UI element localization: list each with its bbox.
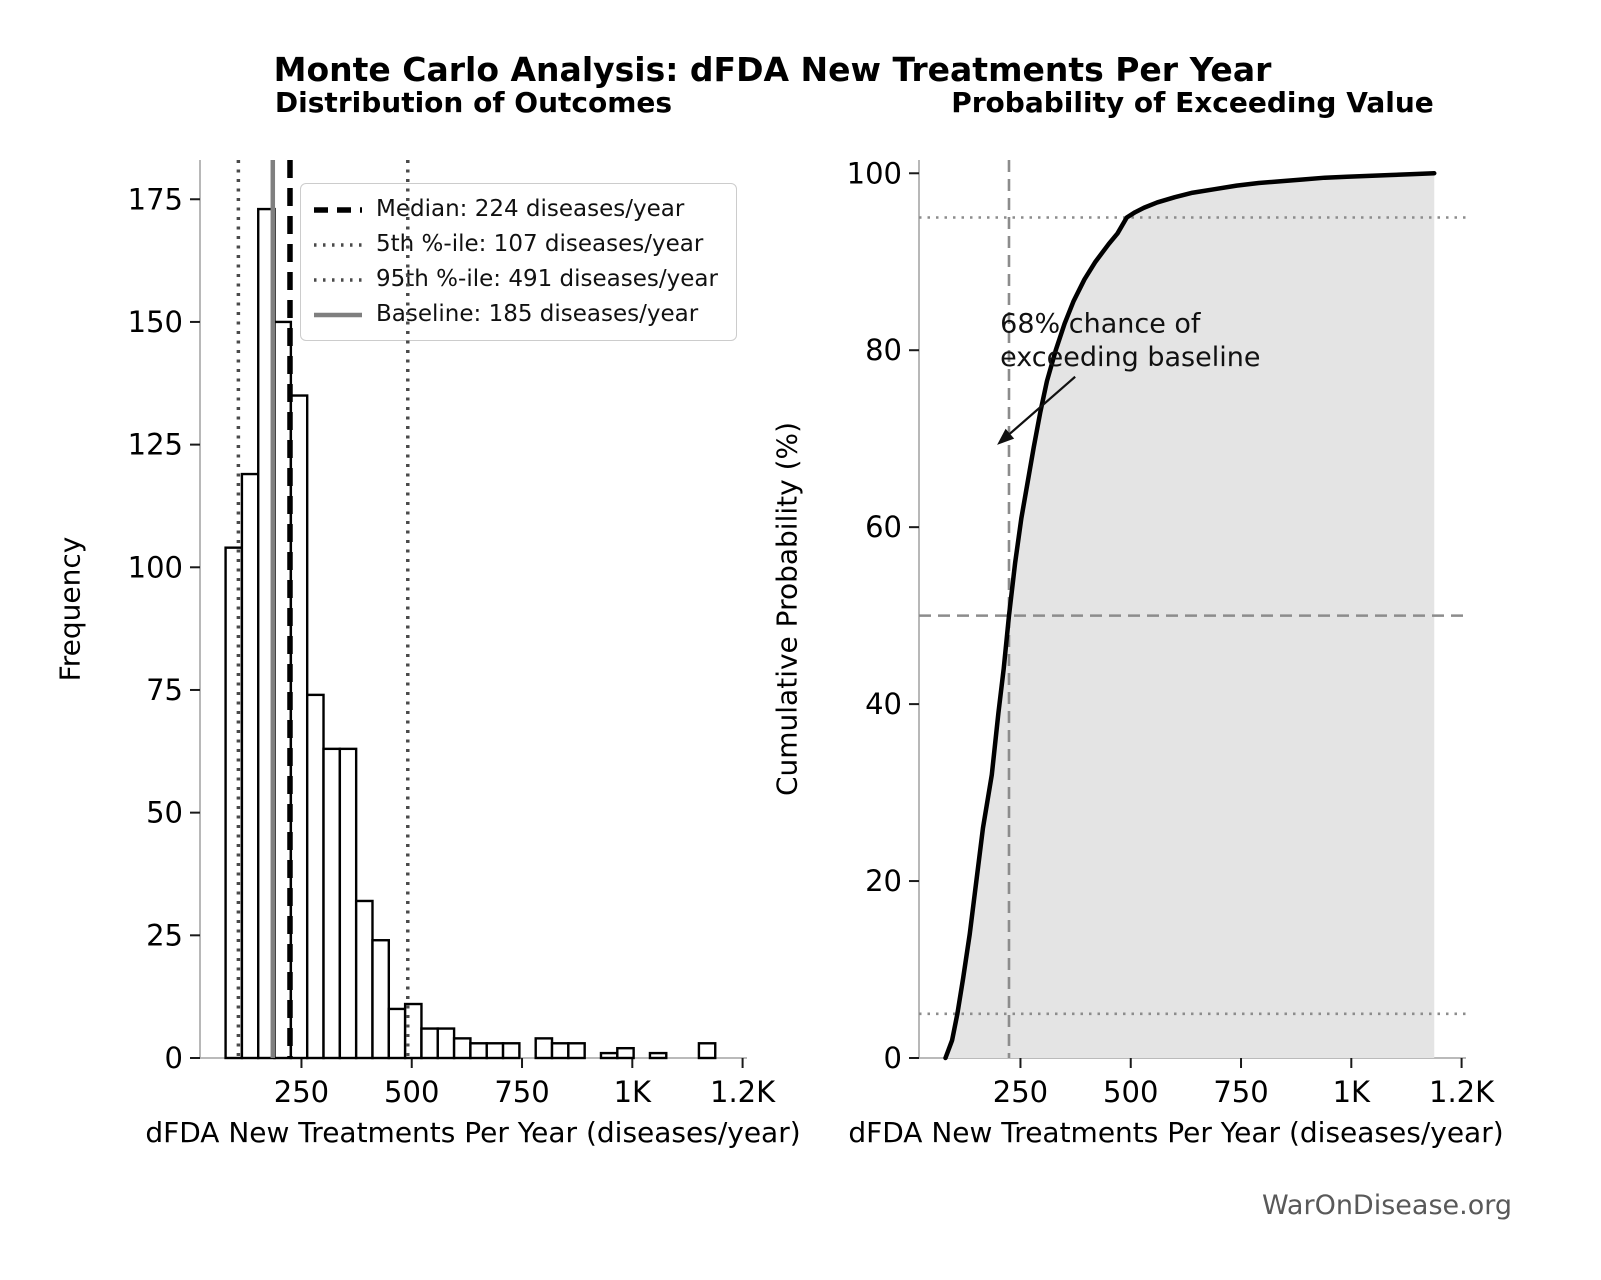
- histogram-bar: [387, 1007, 407, 1060]
- left-chart-title: Distribution of Outcomes: [274, 86, 673, 119]
- histogram-bar: [273, 320, 293, 1060]
- x-tick-label: 500: [384, 1075, 439, 1109]
- annotation-text: exceeding baseline: [1000, 342, 1260, 373]
- x-tick-label: 500: [1103, 1075, 1158, 1109]
- x-tick-label: 750: [1213, 1075, 1268, 1109]
- y-tick-label: 175: [128, 182, 183, 216]
- y-tick-label: 100: [128, 550, 183, 584]
- y-tick-label: 75: [146, 673, 183, 707]
- histogram-bar: [371, 939, 391, 1060]
- y-tick-label: 60: [865, 510, 902, 544]
- histogram-bar: [257, 207, 276, 1060]
- cdf-shaded-area: [945, 173, 1435, 1058]
- legend-label: 95th %-ile: 491 diseases/year: [376, 266, 718, 292]
- annotation-arrow-head: [997, 428, 1015, 445]
- histogram-bar: [501, 1042, 521, 1060]
- figure-title: Monte Carlo Analysis: dFDA New Treatment…: [273, 50, 1272, 89]
- histogram-bar: [289, 394, 309, 1060]
- x-tick-label: 750: [494, 1075, 549, 1109]
- histogram-bar: [436, 1027, 456, 1060]
- histogram-bar: [452, 1037, 472, 1060]
- x-tick-label: 1.2K: [1429, 1075, 1495, 1109]
- y-tick-label: 0: [884, 1041, 902, 1075]
- legend-label: Median: 224 diseases/year: [376, 196, 685, 222]
- histogram-bar: [485, 1042, 505, 1060]
- legend-label: 5th %-ile: 107 diseases/year: [376, 231, 704, 257]
- histogram-bar: [567, 1042, 586, 1060]
- y-tick-label: 0: [165, 1041, 183, 1075]
- y-tick-label: 125: [128, 428, 183, 462]
- y-tick-label: 100: [847, 156, 902, 190]
- legend-swatch-dotted: [314, 277, 362, 282]
- histogram-bar: [224, 546, 244, 1060]
- histogram-bar: [469, 1042, 488, 1060]
- histogram-bar: [240, 472, 260, 1060]
- histogram-bar: [697, 1042, 717, 1060]
- annotation-text: 68% chance of: [1000, 309, 1202, 340]
- x-tick-label: 250: [274, 1075, 329, 1109]
- histogram-bar: [322, 747, 342, 1060]
- cdf-curve: [943, 171, 1437, 1061]
- x-tick-label: 1K: [614, 1075, 652, 1109]
- y-tick-label: 40: [865, 687, 902, 721]
- y-tick-label: 50: [146, 796, 183, 830]
- legend-item: Median: 224 diseases/year: [313, 193, 718, 226]
- legend-swatch-solid: [314, 312, 362, 317]
- histogram-bar: [550, 1042, 570, 1060]
- legend-item: 95th %-ile: 491 diseases/year: [313, 263, 718, 296]
- legend: Median: 224 diseases/year 5th %-ile: 107 …: [300, 183, 737, 341]
- x-tick-label: 1K: [1333, 1075, 1371, 1109]
- histogram-bar: [534, 1037, 554, 1060]
- legend-swatch-dotted: [314, 242, 362, 247]
- x-tick-label: 1.2K: [710, 1075, 776, 1109]
- legend-label: Baseline: 185 diseases/year: [376, 301, 699, 327]
- y-tick-label: 80: [865, 333, 902, 367]
- histogram-bar: [338, 747, 358, 1060]
- watermark: WarOnDisease.org: [1261, 1190, 1512, 1221]
- histogram-bar: [648, 1051, 668, 1060]
- histogram-bar: [599, 1051, 619, 1060]
- histogram-bar: [305, 693, 325, 1060]
- right-chart-title: Probability of Exceeding Value: [951, 86, 1434, 119]
- right-y-axis-label: Cumulative Probability (%): [770, 421, 804, 797]
- y-tick-label: 20: [865, 864, 902, 898]
- left-x-axis-label: dFDA New Treatments Per Year (diseases/y…: [145, 1116, 801, 1149]
- histogram-bar: [420, 1027, 439, 1060]
- legend-item: 5th %-ile: 107 diseases/year: [313, 228, 718, 261]
- y-tick-label: 150: [128, 305, 183, 339]
- legend-item: Baseline: 185 diseases/year: [313, 298, 718, 331]
- legend-swatch-dashed-thick: [314, 206, 362, 213]
- annotation-arrow-line: [1009, 375, 1076, 435]
- histogram-bar: [616, 1046, 635, 1060]
- left-y-axis-label: Frequency: [53, 536, 87, 682]
- x-tick-label: 250: [993, 1075, 1048, 1109]
- right-x-axis-label: dFDA New Treatments Per Year (diseases/y…: [848, 1116, 1504, 1149]
- histogram-bar: [403, 1002, 423, 1060]
- y-tick-label: 25: [146, 918, 183, 952]
- histogram-bar: [354, 899, 374, 1060]
